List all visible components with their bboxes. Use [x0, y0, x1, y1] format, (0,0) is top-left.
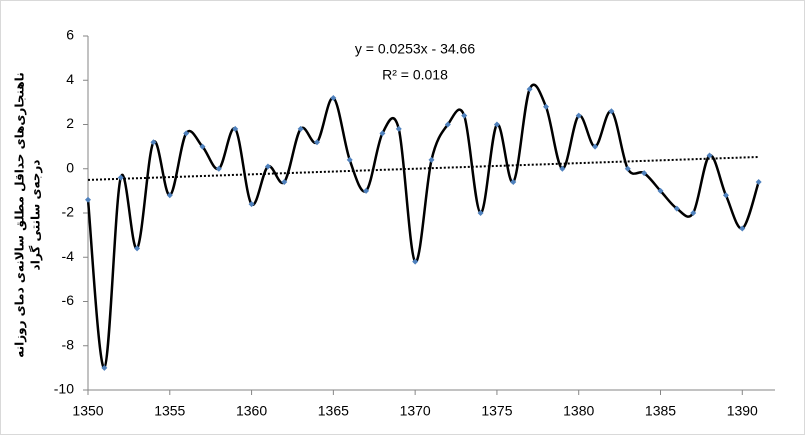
data-point	[297, 125, 304, 132]
x-tick-label: 1365	[318, 403, 349, 419]
data-point	[755, 179, 762, 186]
x-tick-label: 1390	[727, 403, 758, 419]
data-point	[575, 112, 582, 119]
data-point	[281, 179, 288, 186]
data-point	[641, 170, 648, 177]
data-point	[232, 125, 239, 132]
data-point	[363, 187, 370, 194]
x-tick-label: 1385	[645, 403, 676, 419]
data-point	[101, 364, 108, 371]
data-point	[183, 130, 190, 137]
data-point	[461, 112, 468, 119]
data-point	[510, 179, 517, 186]
data-point	[395, 125, 402, 132]
y-tick-label: -10	[54, 381, 74, 397]
data-point	[428, 156, 435, 163]
data-point	[739, 225, 746, 232]
data-point	[690, 210, 697, 216]
y-tick-label: 6	[66, 27, 74, 43]
y-axis-label: ناهنجاری‌های حداقل مطلق سالانه‌ی دمای رو…	[13, 72, 28, 357]
data-point	[673, 205, 680, 212]
y-tick-label: 4	[66, 71, 74, 87]
y-tick-label: -2	[62, 204, 75, 220]
data-point	[264, 163, 271, 170]
data-point	[559, 165, 566, 172]
x-tick-label: 1375	[481, 403, 512, 419]
data-point	[477, 210, 484, 216]
trend-r2: R² = 0.018	[382, 67, 448, 83]
data-point	[85, 196, 91, 203]
data-point	[134, 245, 141, 252]
data-point	[199, 143, 206, 150]
data-point	[444, 121, 451, 128]
data-point	[706, 152, 713, 159]
data-point	[412, 258, 419, 265]
y-tick-label: -6	[62, 292, 75, 308]
data-point	[592, 143, 599, 150]
y-tick-label: 2	[66, 115, 74, 131]
data-point	[379, 130, 386, 137]
x-tick-label: 1355	[154, 403, 185, 419]
trend-equation: y = 0.0253x - 34.66	[355, 41, 475, 57]
data-point	[117, 174, 124, 181]
data-point	[543, 103, 549, 110]
x-tick-label: 1360	[236, 403, 267, 419]
data-point	[624, 165, 631, 172]
x-tick-label: 1380	[563, 403, 594, 419]
x-tick-label: 1350	[72, 403, 103, 419]
data-point	[608, 108, 615, 115]
data-point	[248, 201, 255, 208]
y-tick-label: 0	[66, 159, 74, 175]
y-tick-label: -4	[62, 248, 75, 264]
data-point	[150, 139, 157, 146]
data-point	[657, 187, 664, 194]
data-point	[166, 192, 173, 199]
data-line	[86, 83, 760, 370]
data-point	[722, 192, 729, 199]
data-point	[330, 94, 337, 101]
y-tick-label: -8	[62, 336, 75, 352]
x-tick-label: 1370	[400, 403, 431, 419]
data-point	[493, 121, 500, 128]
data-point	[526, 86, 533, 93]
data-point	[346, 156, 353, 163]
y-axis-label: درجه‌ی سانتی گراد	[29, 160, 43, 271]
data-point	[215, 165, 222, 172]
data-point	[314, 139, 320, 146]
